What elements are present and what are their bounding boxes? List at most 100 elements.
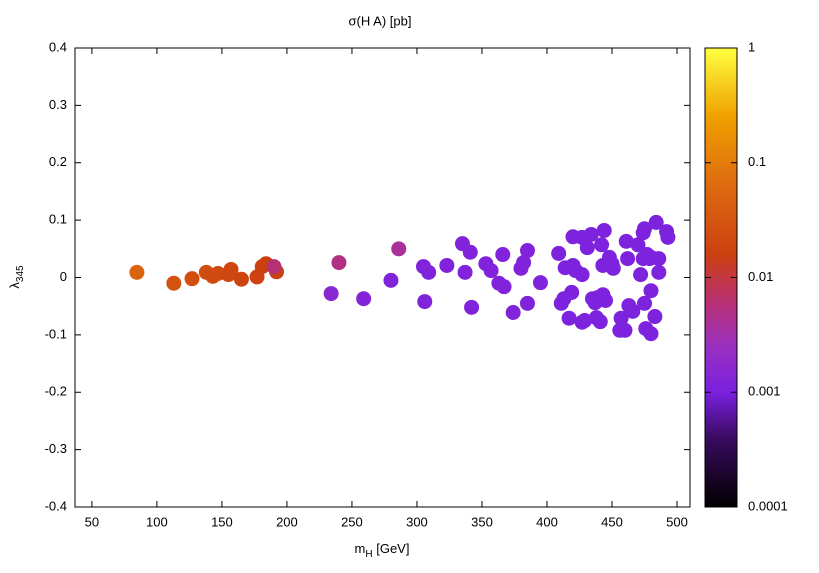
colorbar-strip <box>705 348 737 350</box>
colorbar-strip <box>705 115 737 117</box>
point <box>633 267 649 283</box>
colorbar-strip <box>705 87 737 89</box>
point <box>323 286 339 302</box>
colorbar-strip <box>705 51 737 53</box>
colorbar-strip <box>705 481 737 483</box>
colorbar-strip <box>705 482 737 484</box>
point <box>483 263 499 279</box>
colorbar-strip <box>705 165 737 167</box>
colorbar-strip <box>705 83 737 85</box>
colorbar-strip <box>705 407 737 409</box>
colorbar-strip <box>705 426 737 428</box>
colorbar-strip <box>705 308 737 310</box>
colorbar-strip <box>705 334 737 336</box>
colorbar-strip <box>705 346 737 348</box>
colorbar-strip <box>705 496 737 498</box>
colorbar-strip <box>705 319 737 321</box>
colorbar-strip <box>705 440 737 442</box>
colorbar-strip <box>705 117 737 119</box>
colorbar-strip <box>705 182 737 184</box>
y-axis-label: λ345 <box>7 265 25 289</box>
point <box>561 310 577 326</box>
x-tick-label: 200 <box>276 514 298 529</box>
colorbar-strip <box>705 429 737 431</box>
colorbar-strip <box>705 172 737 174</box>
colorbar-strip <box>705 316 737 318</box>
colorbar-strip <box>705 207 737 209</box>
colorbar-strip <box>705 435 737 437</box>
colorbar-strip <box>705 163 737 165</box>
colorbar-strip <box>705 278 737 280</box>
point <box>421 264 437 280</box>
colorbar-strip <box>705 471 737 473</box>
colorbar-strip <box>705 283 737 285</box>
point <box>643 283 659 299</box>
colorbar-strip <box>705 174 737 176</box>
colorbar-strip <box>705 147 737 149</box>
colorbar-strip <box>705 150 737 152</box>
colorbar-strip <box>705 154 737 156</box>
colorbar-strip <box>705 74 737 76</box>
colorbar-strip <box>705 484 737 486</box>
colorbar-strip <box>705 270 737 272</box>
colorbar-strip <box>705 110 737 112</box>
chart-title: σ(H A) [pb] <box>349 13 412 28</box>
colorbar-strip <box>705 211 737 213</box>
point <box>647 309 663 325</box>
colorbar-strip <box>705 276 737 278</box>
colorbar-strip <box>705 134 737 136</box>
colorbar-strip <box>705 125 737 127</box>
colorbar-strip <box>705 505 737 507</box>
colorbar-strip <box>705 137 737 139</box>
colorbar-strip <box>705 472 737 474</box>
colorbar-strip <box>705 105 737 107</box>
colorbar-strip <box>705 219 737 221</box>
colorbar-strip <box>705 260 737 262</box>
point <box>648 214 664 230</box>
colorbar-strip <box>705 142 737 144</box>
colorbar-strip <box>705 96 737 98</box>
colorbar-strip <box>705 318 737 320</box>
colorbar-strip <box>705 430 737 432</box>
colorbar-strip <box>705 210 737 212</box>
colorbar-strip <box>705 491 737 493</box>
colorbar-strip <box>705 502 737 504</box>
colorbar-strip <box>705 452 737 454</box>
colorbar-strip <box>705 175 737 177</box>
colorbar-strip <box>705 465 737 467</box>
colorbar-strip <box>705 473 737 475</box>
colorbar-strip <box>705 504 737 506</box>
colorbar-strip <box>705 139 737 141</box>
colorbar-strip <box>705 342 737 344</box>
colorbar-strip <box>705 463 737 465</box>
colorbar-strip <box>705 275 737 277</box>
colorbar-strip <box>705 363 737 365</box>
colorbar-strip <box>705 409 737 411</box>
colorbar-strip <box>705 285 737 287</box>
colorbar-strip <box>705 121 737 123</box>
colorbar-strip <box>705 494 737 496</box>
colorbar-strip <box>705 477 737 479</box>
point <box>579 240 595 256</box>
colorbar-strip <box>705 372 737 374</box>
point <box>583 226 599 242</box>
colorbar-strip <box>705 155 737 157</box>
colorbar-strip <box>705 236 737 238</box>
colorbar-strip <box>705 389 737 391</box>
colorbar-strip <box>705 244 737 246</box>
colorbar-strip <box>705 196 737 198</box>
colorbar-strip <box>705 237 737 239</box>
colorbar-strip <box>705 296 737 298</box>
colorbar-strip <box>705 499 737 501</box>
colorbar-strip <box>705 313 737 315</box>
colorbar-strip <box>705 483 737 485</box>
colorbar-strip <box>705 240 737 242</box>
colorbar-strip <box>705 329 737 331</box>
colorbar-strip <box>705 208 737 210</box>
colorbar-strip <box>705 226 737 228</box>
colorbar-strip <box>705 362 737 364</box>
colorbar-strip <box>705 368 737 370</box>
colorbar-strip <box>705 280 737 282</box>
colorbar-strip <box>705 258 737 260</box>
point <box>594 237 610 253</box>
